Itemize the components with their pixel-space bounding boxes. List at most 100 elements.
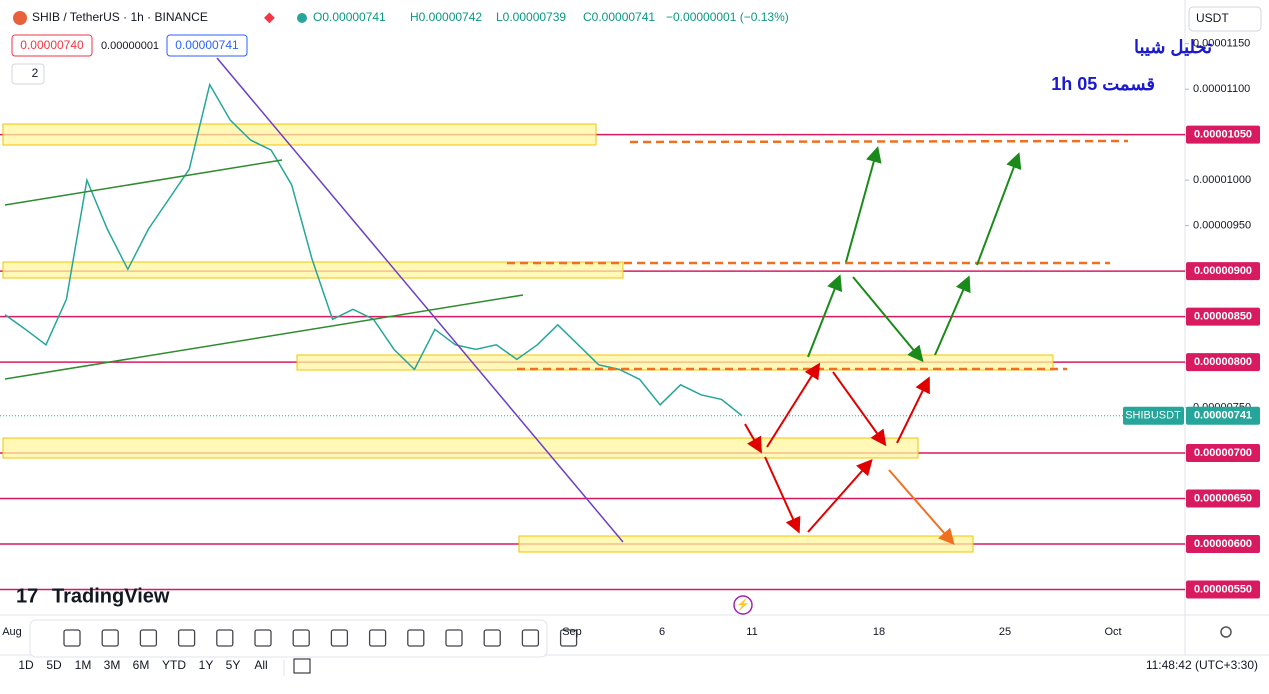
tool-icon[interactable] (139, 629, 158, 647)
event-icon: ⚡ (736, 598, 750, 611)
level-box (1186, 444, 1260, 463)
level-label: 0.00000700 (1194, 447, 1252, 459)
y-tick-label: 0.00001100 (1193, 83, 1250, 95)
trend-line (4, 159, 283, 206)
arrow (807, 459, 873, 533)
low: L0.00000739 (496, 10, 566, 24)
zone (518, 535, 974, 553)
tool-icon[interactable] (483, 629, 501, 647)
level-box (1186, 489, 1260, 508)
settings-icon[interactable] (1220, 626, 1232, 638)
currency: USDT (1196, 11, 1229, 25)
tool-icon[interactable] (216, 629, 234, 647)
level-label: 0.00000550 (1194, 583, 1252, 595)
logo-mark: 17 (16, 585, 38, 607)
status-dot (297, 13, 307, 23)
level-box (1186, 262, 1260, 281)
tool-icon[interactable] (445, 629, 463, 647)
trend-line (216, 57, 624, 543)
indicators-count: 2 (32, 66, 39, 80)
arrow (976, 152, 1022, 266)
arrow (888, 469, 955, 546)
x-tick-label: 25 (999, 626, 1011, 638)
tool-icon[interactable] (63, 629, 81, 647)
period-button[interactable]: 3M (104, 658, 121, 672)
level-label: 0.00000850 (1194, 311, 1252, 323)
period-bar: 1D 5D 1M 3M 6M YTD 1Y 5Y All (18, 658, 267, 672)
period-button[interactable]: 5Y (226, 658, 241, 672)
spread: 0.00000001 (101, 40, 159, 52)
period-button[interactable]: 1M (75, 658, 92, 672)
y-tick-label: 0.00001000 (1193, 174, 1251, 186)
flag-icon[interactable]: ◆ (264, 9, 275, 25)
event-icon[interactable] (733, 595, 753, 615)
arrow (852, 276, 924, 363)
buy-price: 0.00000741 (175, 38, 239, 52)
x-tick-label: 6 (659, 626, 665, 638)
tool-icon[interactable] (407, 629, 425, 647)
tool-icon[interactable] (292, 629, 310, 647)
level-box (1186, 353, 1260, 372)
x-tick-label: Sep (562, 626, 582, 638)
sell-button[interactable] (11, 34, 93, 57)
trend-line (4, 294, 524, 380)
dashed-targets (507, 139, 1129, 371)
period-button[interactable]: All (254, 658, 267, 672)
indicators-toggle[interactable] (11, 63, 45, 85)
arrow (744, 423, 762, 454)
currency-select[interactable] (1188, 6, 1262, 32)
symbol-tag (1123, 406, 1184, 425)
zone (2, 261, 624, 279)
last-price-box (1186, 406, 1260, 425)
tool-icon[interactable] (330, 629, 349, 647)
symbol[interactable]: SHIB / TetherUS · 1h · BINANCE (32, 10, 208, 24)
zone (2, 437, 919, 459)
tool-icon[interactable] (254, 629, 272, 647)
level-box (1186, 580, 1260, 599)
symbol-tag-label: SHIBUSDT (1125, 410, 1181, 422)
period-button[interactable]: YTD (162, 658, 186, 672)
x-tick-label: 11 (746, 626, 757, 638)
x-tick-label: Oct (1104, 626, 1121, 638)
buy-button[interactable] (166, 34, 248, 57)
arrow (764, 456, 801, 534)
change: −0.00000001 (−0.13%) (666, 10, 789, 24)
tool-icon[interactable] (177, 629, 196, 647)
symbol-icon (13, 11, 27, 25)
date-range-icon[interactable] (293, 658, 311, 674)
period-button[interactable]: 1D (18, 658, 34, 672)
x-tick-label: 18 (873, 626, 885, 638)
level-label: 0.00001050 (1194, 129, 1252, 141)
target-line (629, 139, 1129, 144)
arrows (744, 146, 1022, 546)
y-tick-label: 0.00000950 (1193, 220, 1251, 232)
annotation-title: تحلیل شیبا (1134, 37, 1212, 57)
zones (2, 123, 1054, 553)
arrow (896, 376, 930, 444)
level-label: 0.00000900 (1194, 265, 1252, 277)
arrow (832, 371, 887, 447)
zone (2, 123, 597, 146)
tool-icon[interactable] (101, 629, 119, 647)
level-label: 0.00000600 (1194, 538, 1252, 550)
last-price-label: 0.00000741 (1194, 410, 1252, 422)
period-button[interactable]: 6M (133, 658, 150, 672)
x-axis: Aug Sep 6 11 18 25 Oct (2, 626, 1121, 638)
tool-icons (63, 629, 578, 647)
level-label: 0.00000650 (1194, 492, 1252, 504)
arrow (934, 275, 971, 356)
tool-icon[interactable] (521, 629, 540, 647)
tool-icon[interactable] (559, 629, 578, 647)
open: O0.00000741 (313, 10, 386, 24)
period-button[interactable]: 1Y (199, 658, 214, 672)
logo: TradingView (52, 585, 170, 607)
level-box (1186, 307, 1260, 326)
tool-icon[interactable] (368, 629, 387, 647)
arrow (807, 274, 843, 358)
clock: 11:48:42 (UTC+3:30) (1146, 658, 1258, 672)
level-box (1186, 535, 1260, 554)
period-button[interactable]: 5D (46, 658, 62, 672)
level-label: 0.00000800 (1194, 356, 1252, 368)
